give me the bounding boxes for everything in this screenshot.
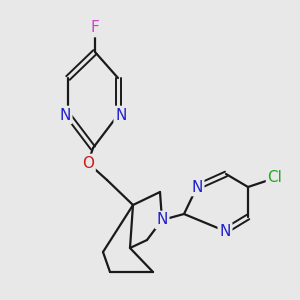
Text: N: N: [191, 179, 203, 194]
Text: Cl: Cl: [268, 170, 282, 185]
Text: N: N: [115, 107, 127, 122]
Text: F: F: [91, 20, 99, 35]
Text: N: N: [156, 212, 168, 227]
Text: N: N: [59, 107, 71, 122]
Text: N: N: [219, 224, 231, 238]
Text: O: O: [82, 155, 94, 170]
